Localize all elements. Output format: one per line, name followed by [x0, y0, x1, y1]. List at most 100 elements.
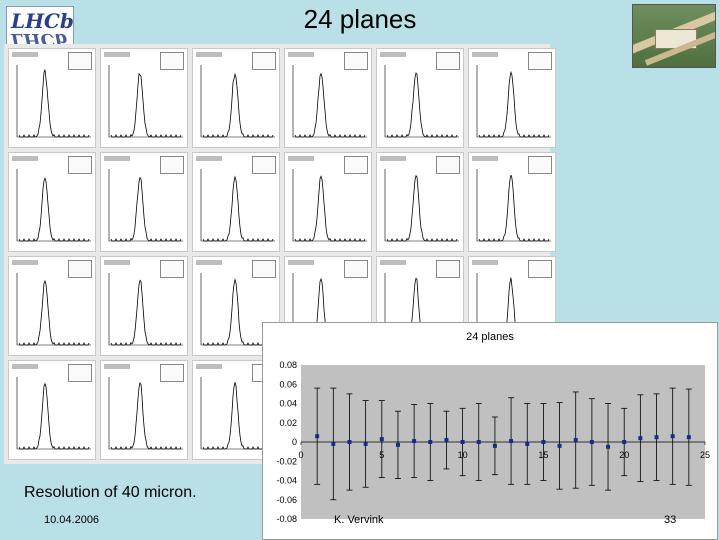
- data-point: [412, 439, 417, 444]
- histogram-stats-box: [436, 52, 460, 70]
- data-point: [573, 438, 578, 443]
- histogram-plot: [108, 169, 183, 242]
- histogram-stats-box: [436, 156, 460, 174]
- histogram-stats-box: [252, 52, 276, 70]
- y-tick-label: -0.08: [276, 514, 297, 524]
- slide-date: 10.04.2006: [44, 514, 100, 526]
- y-tick-label: 0.02: [279, 418, 297, 428]
- histogram-thumbnail: [468, 152, 556, 252]
- data-point: [589, 440, 594, 444]
- histogram-header: [472, 260, 498, 265]
- data-point: [363, 441, 368, 446]
- histogram-stats-box: [160, 52, 184, 70]
- histogram-thumbnail: [8, 152, 96, 252]
- data-point: [428, 440, 433, 444]
- histogram-header: [472, 156, 498, 161]
- histogram-thumbnail: [468, 48, 556, 148]
- histogram-plot: [108, 377, 183, 450]
- histogram-stats-box: [68, 156, 92, 174]
- data-point: [476, 440, 481, 444]
- page-number: 33: [664, 514, 677, 526]
- histogram-plot: [16, 377, 91, 450]
- slide-title: 24 planes: [303, 4, 417, 34]
- histogram-plot: [476, 65, 551, 138]
- x-tick-label: 0: [298, 450, 303, 460]
- histogram-header: [196, 364, 222, 369]
- y-tick-label: 0: [292, 437, 297, 447]
- histogram-thumbnail: [8, 360, 96, 460]
- data-point: [379, 437, 384, 442]
- data-point: [331, 441, 336, 446]
- histogram-header: [288, 52, 314, 57]
- histogram-header: [288, 260, 314, 265]
- residual-chart: 24 planes 0.08 0.06 0.04 0.02 0 -0.02 -0.04 -0.…: [262, 322, 718, 540]
- histogram-thumbnail: [284, 48, 372, 148]
- histogram-header: [104, 52, 130, 57]
- histogram-stats-box: [528, 156, 552, 174]
- histogram-thumbnail: [100, 152, 188, 252]
- y-tick-label: -0.04: [276, 476, 297, 486]
- y-tick-label: 0.08: [279, 360, 297, 370]
- histogram-header: [12, 260, 38, 265]
- histogram-stats-box: [160, 364, 184, 382]
- histogram-plot: [476, 169, 551, 242]
- histogram-thumbnail: [100, 256, 188, 356]
- histogram-stats-box: [344, 52, 368, 70]
- histogram-thumbnail: [100, 360, 188, 460]
- slide-author: K. Vervink: [334, 514, 384, 526]
- histogram-plot: [200, 65, 275, 138]
- data-point: [525, 441, 530, 446]
- histogram-stats-box: [252, 260, 276, 278]
- histogram-plot: [384, 65, 459, 138]
- chart-svg: 0.080.060.040.020-0.02-0.04-0.06-0.08051…: [276, 360, 710, 524]
- histogram-thumbnail: [284, 152, 372, 252]
- histogram-header: [196, 260, 222, 265]
- histogram-header: [104, 364, 130, 369]
- histogram-plot: [384, 169, 459, 242]
- histogram-thumbnail: [8, 256, 96, 356]
- histogram-plot: [200, 273, 275, 346]
- histogram-stats-box: [68, 260, 92, 278]
- y-tick-label: 0.06: [279, 379, 297, 389]
- histogram-header: [196, 52, 222, 57]
- logo-text: LHCb: [11, 9, 74, 33]
- histogram-plot: [200, 377, 275, 450]
- histogram-header: [196, 156, 222, 161]
- histogram-plot: [200, 169, 275, 242]
- histogram-thumbnail: [100, 48, 188, 148]
- chart-title: 24 planes: [466, 331, 514, 343]
- histogram-header: [104, 156, 130, 161]
- histogram-header: [472, 52, 498, 57]
- data-point: [686, 435, 691, 440]
- histogram-stats-box: [160, 260, 184, 278]
- histogram-plot: [292, 169, 367, 242]
- y-tick-label: -0.02: [276, 456, 297, 466]
- data-point: [541, 440, 546, 444]
- data-point: [347, 440, 352, 444]
- x-tick-label: 25: [700, 450, 710, 460]
- histogram-stats-box: [528, 260, 552, 278]
- histogram-stats-box: [252, 156, 276, 174]
- data-point: [395, 442, 400, 447]
- histogram-plot: [16, 65, 91, 138]
- histogram-plot: [108, 273, 183, 346]
- histogram-header: [288, 156, 314, 161]
- histogram-plot: [16, 169, 91, 242]
- histogram-thumbnail: [8, 48, 96, 148]
- histogram-thumbnail: [192, 48, 280, 148]
- histogram-header: [380, 52, 406, 57]
- histogram-stats-box: [344, 260, 368, 278]
- histogram-plot: [292, 65, 367, 138]
- data-point: [557, 443, 562, 448]
- histogram-plot: [108, 65, 183, 138]
- histogram-header: [12, 52, 38, 57]
- y-tick-label: 0.04: [279, 399, 297, 409]
- data-point: [606, 444, 611, 449]
- histogram-plot: [16, 273, 91, 346]
- data-point: [622, 440, 627, 444]
- data-point: [444, 438, 449, 443]
- histogram-thumbnail: [192, 152, 280, 252]
- histogram-header: [380, 156, 406, 161]
- data-point: [509, 439, 514, 444]
- data-point: [670, 434, 675, 439]
